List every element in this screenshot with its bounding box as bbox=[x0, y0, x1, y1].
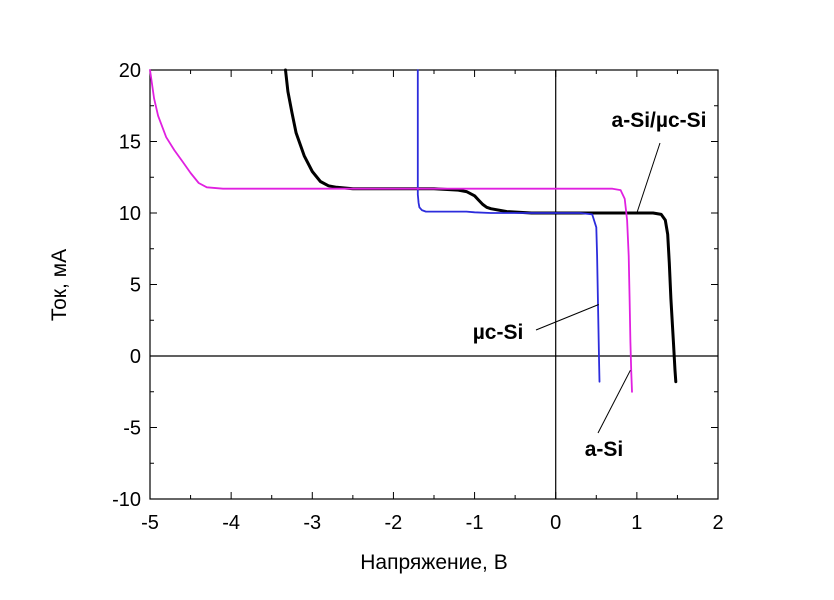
annotation-layer: a-Si/µc-Si µc-Si a-Si bbox=[473, 109, 707, 461]
x-tick-label: -2 bbox=[385, 512, 403, 534]
annotation-label-a-si: a-Si bbox=[585, 438, 624, 461]
x-tick-label: -3 bbox=[303, 512, 321, 534]
plot-frame bbox=[149, 69, 719, 500]
annotation-label-a-si-c-si: a-Si/µc-Si bbox=[612, 109, 707, 132]
axis-ticks bbox=[149, 69, 719, 500]
x-tick-label: -1 bbox=[466, 512, 484, 534]
annotation-label-c-si: µc-Si bbox=[473, 321, 524, 344]
y-tick-label: -5 bbox=[123, 418, 141, 440]
annotation-leader-c-si bbox=[535, 304, 599, 331]
zero-lines bbox=[150, 70, 718, 499]
y-tick-label: 10 bbox=[119, 203, 141, 225]
x-axis-title: Напряжение, В bbox=[360, 551, 507, 574]
series-line-a-si-c-si bbox=[284, 68, 678, 384]
y-tick-label: 5 bbox=[130, 275, 141, 297]
y-axis-title: Ток, мА bbox=[48, 249, 71, 321]
series-line-c-si bbox=[416, 69, 601, 383]
y-tick-label: 20 bbox=[119, 60, 141, 82]
x-tick-label: -4 bbox=[222, 512, 240, 534]
y-tick-label: 15 bbox=[119, 132, 141, 154]
annotation-leader-a-si bbox=[597, 370, 631, 434]
x-tick-label: 1 bbox=[631, 512, 642, 534]
x-tick-label: 2 bbox=[712, 512, 723, 534]
y-tick-label: -10 bbox=[112, 489, 141, 511]
x-tick-label: 0 bbox=[550, 512, 561, 534]
annotation-leader-a-si-c-si bbox=[636, 142, 661, 214]
series-layer bbox=[149, 68, 678, 393]
plot-border bbox=[149, 69, 719, 500]
y-tick-label: 0 bbox=[130, 346, 141, 368]
x-tick-label: -5 bbox=[141, 512, 159, 534]
series-line-a-si bbox=[149, 69, 633, 393]
